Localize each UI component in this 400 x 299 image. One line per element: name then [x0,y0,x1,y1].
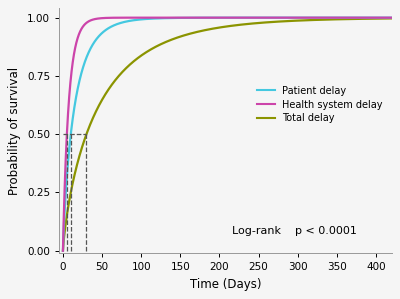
Legend: Patient delay, Health system delay, Total delay: Patient delay, Health system delay, Tota… [253,82,387,127]
Text: Log-rank    p < 0.0001: Log-rank p < 0.0001 [232,226,357,236]
X-axis label: Time (Days): Time (Days) [190,278,261,291]
Y-axis label: Probability of survival: Probability of survival [8,67,21,195]
